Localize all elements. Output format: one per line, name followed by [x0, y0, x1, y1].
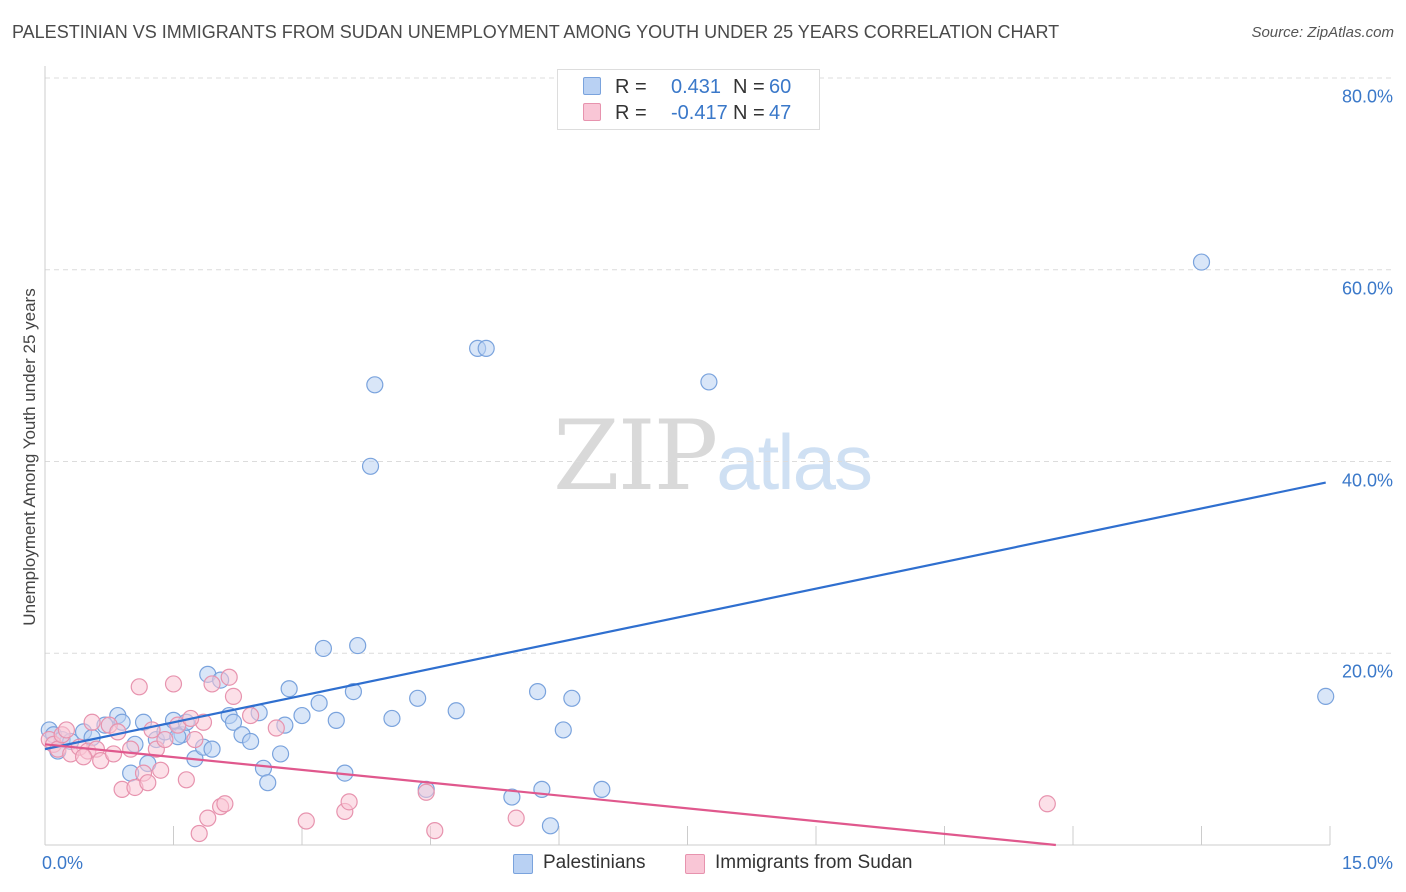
legend-n-value: 60: [769, 76, 792, 98]
point-sudan: [216, 795, 234, 813]
point-palestinians: [293, 706, 311, 725]
point-palestinians: [503, 788, 521, 806]
legend-n-label: N =: [733, 102, 765, 124]
legend-r-label: R =: [615, 102, 647, 124]
y-tick-label: 60.0%: [1341, 278, 1393, 299]
y-axis-title: Unemployment Among Youth under 25 years: [20, 288, 39, 626]
chart-title: PALESTINIAN VS IMMIGRANTS FROM SUDAN UNE…: [12, 22, 1060, 42]
point-sudan: [83, 713, 101, 731]
point-sudan: [57, 721, 76, 739]
point-sudan: [267, 719, 285, 737]
point-sudan: [104, 745, 123, 763]
y-tick-label: 80.0%: [1341, 86, 1393, 107]
y-tick-label: 40.0%: [1341, 470, 1393, 490]
point-palestinians: [541, 817, 560, 835]
point-sudan: [139, 774, 157, 792]
point-palestinians: [528, 682, 547, 701]
point-sudan: [417, 783, 435, 801]
point-palestinians: [361, 457, 380, 475]
point-sudan: [224, 687, 243, 705]
point-sudan: [340, 793, 358, 811]
point-sudan: [164, 675, 183, 693]
point-palestinians: [203, 740, 221, 758]
y-tick-label: 20.0%: [1341, 661, 1393, 682]
legend-r-label: R =: [615, 76, 647, 98]
point-palestinians: [409, 689, 427, 707]
legend-r-value: 0.431: [671, 76, 722, 98]
point-palestinians: [242, 732, 260, 751]
point-palestinians: [383, 709, 401, 728]
legend-swatch-sudan: [583, 103, 601, 121]
watermark-zip: ZIP: [553, 400, 718, 512]
point-sudan: [199, 809, 217, 827]
point-palestinians: [447, 702, 465, 720]
point-palestinians: [477, 339, 495, 357]
point-sudan: [242, 706, 260, 725]
point-sudan: [130, 678, 148, 696]
point-palestinians: [327, 711, 345, 729]
trend-lines: [44, 481, 1326, 847]
point-palestinians: [310, 694, 328, 712]
legend-n-value: 47: [769, 102, 792, 124]
bottom-legend-label: Palestinians: [543, 852, 646, 873]
point-palestinians: [224, 713, 243, 731]
point-sudan: [190, 824, 208, 843]
point-palestinians: [271, 745, 290, 763]
point-sudan: [426, 822, 444, 840]
bottom-legend-swatch-sudan: [685, 854, 705, 874]
point-palestinians: [314, 639, 333, 658]
point-sudan: [203, 675, 221, 693]
point-palestinians: [344, 682, 362, 701]
legend-swatch-palestinians: [583, 77, 601, 95]
point-palestinians: [563, 689, 581, 707]
point-palestinians: [366, 376, 384, 394]
bottom-legend-swatch-palestinians: [513, 854, 533, 874]
point-palestinians: [1192, 253, 1211, 271]
source-label: Source: ZipAtlas.com: [1251, 24, 1394, 41]
point-palestinians: [593, 780, 611, 798]
bottom-legend-label: Immigrants from Sudan: [715, 852, 913, 873]
correlation-legend: R = 0.431 N = 60 R = -0.417 N = 47: [557, 69, 820, 130]
legend-r-value: -0.417: [671, 102, 728, 124]
point-palestinians: [554, 721, 572, 739]
point-sudan: [220, 668, 238, 686]
point-sudan: [122, 740, 140, 758]
point-palestinians: [259, 774, 277, 792]
data-points: [40, 253, 1335, 843]
point-sudan: [152, 761, 170, 779]
point-sudan: [156, 730, 174, 749]
trend-line-palestinians: [44, 481, 1326, 751]
point-palestinians: [280, 680, 298, 698]
point-sudan: [297, 812, 315, 830]
point-sudan: [507, 809, 525, 827]
point-palestinians: [349, 636, 367, 655]
legend-n-label: N =: [733, 76, 765, 98]
point-sudan: [143, 721, 161, 739]
grid-lines: [45, 77, 1392, 654]
point-palestinians: [1317, 687, 1335, 705]
point-sudan: [186, 730, 204, 749]
point-sudan: [74, 748, 93, 766]
point-palestinians: [700, 373, 718, 391]
point-sudan: [1038, 795, 1056, 813]
x-tick-label-min: 0.0%: [42, 853, 84, 873]
point-palestinians: [254, 759, 273, 777]
x-tick-label-max: 15.0%: [1341, 853, 1393, 873]
point-sudan: [177, 771, 195, 789]
trend-line-sudan: [44, 743, 1056, 847]
